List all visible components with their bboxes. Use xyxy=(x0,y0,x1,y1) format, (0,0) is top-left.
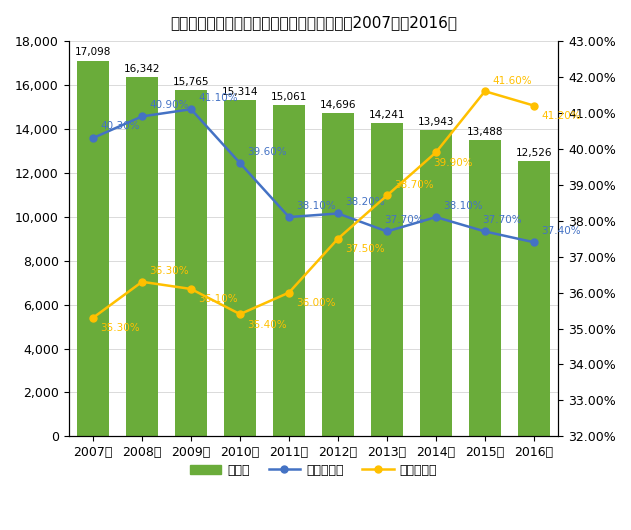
Bar xyxy=(371,123,403,436)
Text: 38.70%: 38.70% xyxy=(394,180,434,190)
Text: 35.30%: 35.30% xyxy=(100,323,140,333)
Text: 37.70%: 37.70% xyxy=(384,215,424,225)
Text: 41.10%: 41.10% xyxy=(198,93,238,103)
Text: 40.30%: 40.30% xyxy=(100,121,140,131)
Text: 38.10%: 38.10% xyxy=(297,200,336,210)
Text: 39.90%: 39.90% xyxy=(433,158,473,167)
Text: 38.20%: 38.20% xyxy=(345,197,385,207)
Bar xyxy=(77,61,109,436)
Text: 13,943: 13,943 xyxy=(418,117,454,127)
Bar xyxy=(126,77,158,436)
Text: 13,488: 13,488 xyxy=(467,127,503,137)
Legend: 書店数, 書籍返品率, 雑誌返品率: 書店数, 書籍返品率, 雑誌返品率 xyxy=(185,458,442,482)
Text: 15,314: 15,314 xyxy=(221,86,258,96)
Bar xyxy=(322,113,354,436)
Text: 41.60%: 41.60% xyxy=(492,76,532,86)
Bar xyxy=(224,100,256,436)
Text: 37.50%: 37.50% xyxy=(345,244,385,254)
Text: 36.10%: 36.10% xyxy=(198,294,238,304)
Text: 17,098: 17,098 xyxy=(75,47,111,57)
Bar xyxy=(175,90,207,436)
Text: 40.90%: 40.90% xyxy=(150,100,189,110)
Text: 14,696: 14,696 xyxy=(320,100,357,110)
Text: 35.40%: 35.40% xyxy=(247,320,287,330)
Text: 37.70%: 37.70% xyxy=(483,215,522,225)
Text: 15,765: 15,765 xyxy=(173,77,209,87)
Text: 12,526: 12,526 xyxy=(516,148,552,158)
Bar xyxy=(273,105,305,436)
Text: 16,342: 16,342 xyxy=(124,64,160,74)
Text: 15,061: 15,061 xyxy=(271,92,307,102)
Text: 37.40%: 37.40% xyxy=(541,226,581,236)
Bar xyxy=(420,130,452,436)
Text: 38.10%: 38.10% xyxy=(444,200,483,210)
Bar xyxy=(518,161,550,436)
Text: 14,241: 14,241 xyxy=(369,110,405,120)
Text: 36.30%: 36.30% xyxy=(150,267,189,277)
Text: 36.00%: 36.00% xyxy=(297,298,336,308)
Text: 41.20%: 41.20% xyxy=(541,111,581,121)
Text: 39.60%: 39.60% xyxy=(247,147,287,157)
Title: 書店数の推移と書籍･雑誌の返品率の関係　2007年～2016年: 書店数の推移と書籍･雑誌の返品率の関係 2007年～2016年 xyxy=(170,15,457,30)
Bar xyxy=(469,140,501,436)
